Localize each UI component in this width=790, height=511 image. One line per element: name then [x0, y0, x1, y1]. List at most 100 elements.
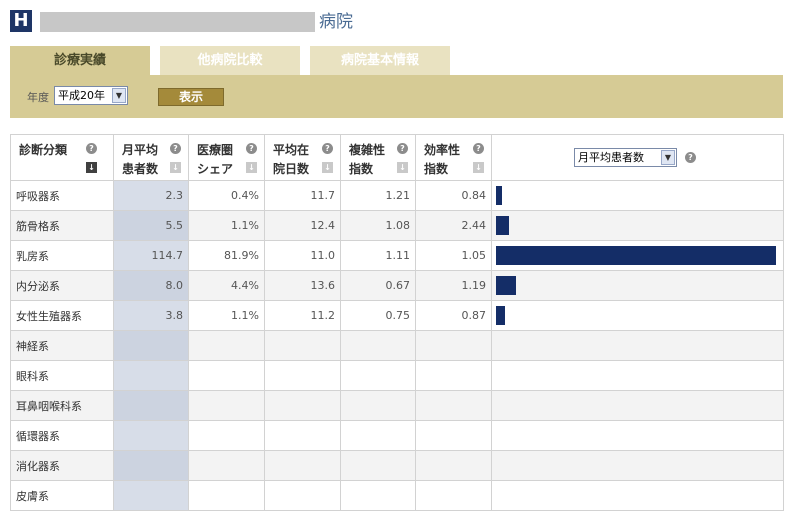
- row-bar-cell: [491, 180, 784, 211]
- help-icon[interactable]: ?: [397, 143, 408, 154]
- col-header-label: 効率性: [424, 143, 461, 157]
- table-row: 耳鼻咽喉科系: [10, 390, 784, 421]
- help-icon[interactable]: ?: [473, 143, 484, 154]
- sort-down-icon[interactable]: ↓: [170, 162, 181, 173]
- row-avg-days: [264, 360, 341, 391]
- row-patients: 114.7: [113, 240, 189, 271]
- help-icon[interactable]: ?: [685, 152, 696, 163]
- col-header-patients: 月平均 患者数 ? ↓: [113, 134, 189, 181]
- row-complexity: [340, 360, 416, 391]
- table-row: 循環器系: [10, 420, 784, 451]
- row-avg-days: [264, 390, 341, 421]
- help-icon[interactable]: ?: [170, 143, 181, 154]
- year-label: 年度: [27, 91, 49, 104]
- row-patients: [113, 420, 189, 451]
- help-icon[interactable]: ?: [322, 143, 333, 154]
- row-complexity: [340, 390, 416, 421]
- patients-bar: [496, 246, 776, 265]
- row-share: [188, 420, 265, 451]
- table-body: 呼吸器系 2.3 0.4% 11.7 1.21 0.84 筋骨格系 5.5 1.1% 12.4 1.…: [10, 180, 784, 511]
- hospital-name-suffix: 病院: [319, 12, 353, 32]
- tab-clinical-results[interactable]: 診療実績: [10, 46, 150, 76]
- patients-bar: [496, 186, 502, 205]
- help-icon[interactable]: ?: [86, 143, 97, 154]
- sort-down-icon[interactable]: ↓: [246, 162, 257, 173]
- results-table: 診断分類 ? ↓ 月平均 患者数 ? ↓ 医療圏 シェア ? ↓: [10, 134, 784, 511]
- row-category: 皮膚系: [10, 480, 114, 511]
- row-efficiency: [415, 330, 492, 361]
- col-header-label: 診断分類: [19, 143, 68, 157]
- row-category: 消化器系: [10, 450, 114, 481]
- row-efficiency: 2.44: [415, 210, 492, 241]
- row-efficiency: [415, 420, 492, 451]
- row-patients: [113, 450, 189, 481]
- row-category: 乳房系: [10, 240, 114, 271]
- row-efficiency: [415, 450, 492, 481]
- year-select-value: 平成20年: [58, 89, 105, 102]
- sort-down-icon[interactable]: ↓: [86, 162, 97, 173]
- row-complexity: 0.67: [340, 270, 416, 301]
- table-row: 乳房系 114.7 81.9% 11.0 1.11 1.05: [10, 240, 784, 271]
- row-bar-cell: [491, 360, 784, 391]
- help-icon[interactable]: ?: [246, 143, 257, 154]
- row-avg-days: [264, 450, 341, 481]
- row-efficiency: [415, 480, 492, 511]
- row-bar-cell: [491, 330, 784, 361]
- show-button[interactable]: 表示: [158, 88, 224, 106]
- row-efficiency: 0.84: [415, 180, 492, 211]
- chart-metric-select[interactable]: 月平均患者数 ▼: [574, 148, 677, 167]
- row-bar-cell: [491, 420, 784, 451]
- row-efficiency: 1.05: [415, 240, 492, 271]
- row-share: [188, 450, 265, 481]
- redacted-hospital-name: [40, 12, 315, 32]
- row-share: 0.4%: [188, 180, 265, 211]
- chart-metric-value: 月平均患者数: [578, 151, 644, 164]
- chevron-down-icon: ▼: [112, 88, 126, 103]
- row-avg-days: 11.0: [264, 240, 341, 271]
- row-avg-days: 12.4: [264, 210, 341, 241]
- row-complexity: 0.75: [340, 300, 416, 331]
- row-avg-days: [264, 330, 341, 361]
- patients-bar: [496, 216, 509, 235]
- sort-down-icon[interactable]: ↓: [473, 162, 484, 173]
- tab-hospital-basic-info[interactable]: 病院基本情報: [310, 46, 450, 75]
- col-header-share: 医療圏 シェア ? ↓: [188, 134, 265, 181]
- row-share: [188, 330, 265, 361]
- col-header-label: シェア: [197, 162, 234, 176]
- year-select[interactable]: 平成20年 ▼: [54, 86, 128, 105]
- row-patients: 8.0: [113, 270, 189, 301]
- row-complexity: 1.08: [340, 210, 416, 241]
- row-category: 循環器系: [10, 420, 114, 451]
- row-category: 女性生殖器系: [10, 300, 114, 331]
- row-complexity: 1.11: [340, 240, 416, 271]
- row-complexity: [340, 450, 416, 481]
- row-complexity: [340, 480, 416, 511]
- table-row: 呼吸器系 2.3 0.4% 11.7 1.21 0.84: [10, 180, 784, 211]
- sort-down-icon[interactable]: ↓: [397, 162, 408, 173]
- row-category: 筋骨格系: [10, 210, 114, 241]
- table-row: 眼科系: [10, 360, 784, 391]
- sort-down-icon[interactable]: ↓: [322, 162, 333, 173]
- col-header-label: 複雑性: [349, 143, 386, 157]
- row-bar-cell: [491, 390, 784, 421]
- row-bar-cell: [491, 210, 784, 241]
- row-patients: [113, 330, 189, 361]
- row-share: 81.9%: [188, 240, 265, 271]
- table-row: 筋骨格系 5.5 1.1% 12.4 1.08 2.44: [10, 210, 784, 241]
- row-bar-cell: [491, 240, 784, 271]
- row-efficiency: 1.19: [415, 270, 492, 301]
- tab-hospital-comparison[interactable]: 他病院比較: [160, 46, 300, 75]
- row-complexity: 1.21: [340, 180, 416, 211]
- col-header-complexity: 複雑性 指数 ? ↓: [340, 134, 416, 181]
- col-header-label: 平均在: [273, 143, 310, 157]
- col-header-label: 月平均: [122, 143, 159, 157]
- row-category: 耳鼻咽喉科系: [10, 390, 114, 421]
- patients-bar: [496, 276, 516, 295]
- row-share: 1.1%: [188, 300, 265, 331]
- table-row: 消化器系: [10, 450, 784, 481]
- row-patients: 5.5: [113, 210, 189, 241]
- row-complexity: [340, 330, 416, 361]
- hospital-logo-icon: H: [10, 10, 32, 32]
- row-avg-days: 11.7: [264, 180, 341, 211]
- row-avg-days: 11.2: [264, 300, 341, 331]
